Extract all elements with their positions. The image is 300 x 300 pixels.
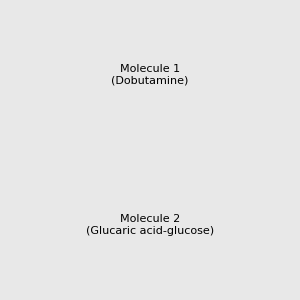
Text: Molecule 2
(Glucaric acid-glucose): Molecule 2 (Glucaric acid-glucose): [86, 214, 214, 236]
Text: Molecule 1
(Dobutamine): Molecule 1 (Dobutamine): [111, 64, 189, 86]
